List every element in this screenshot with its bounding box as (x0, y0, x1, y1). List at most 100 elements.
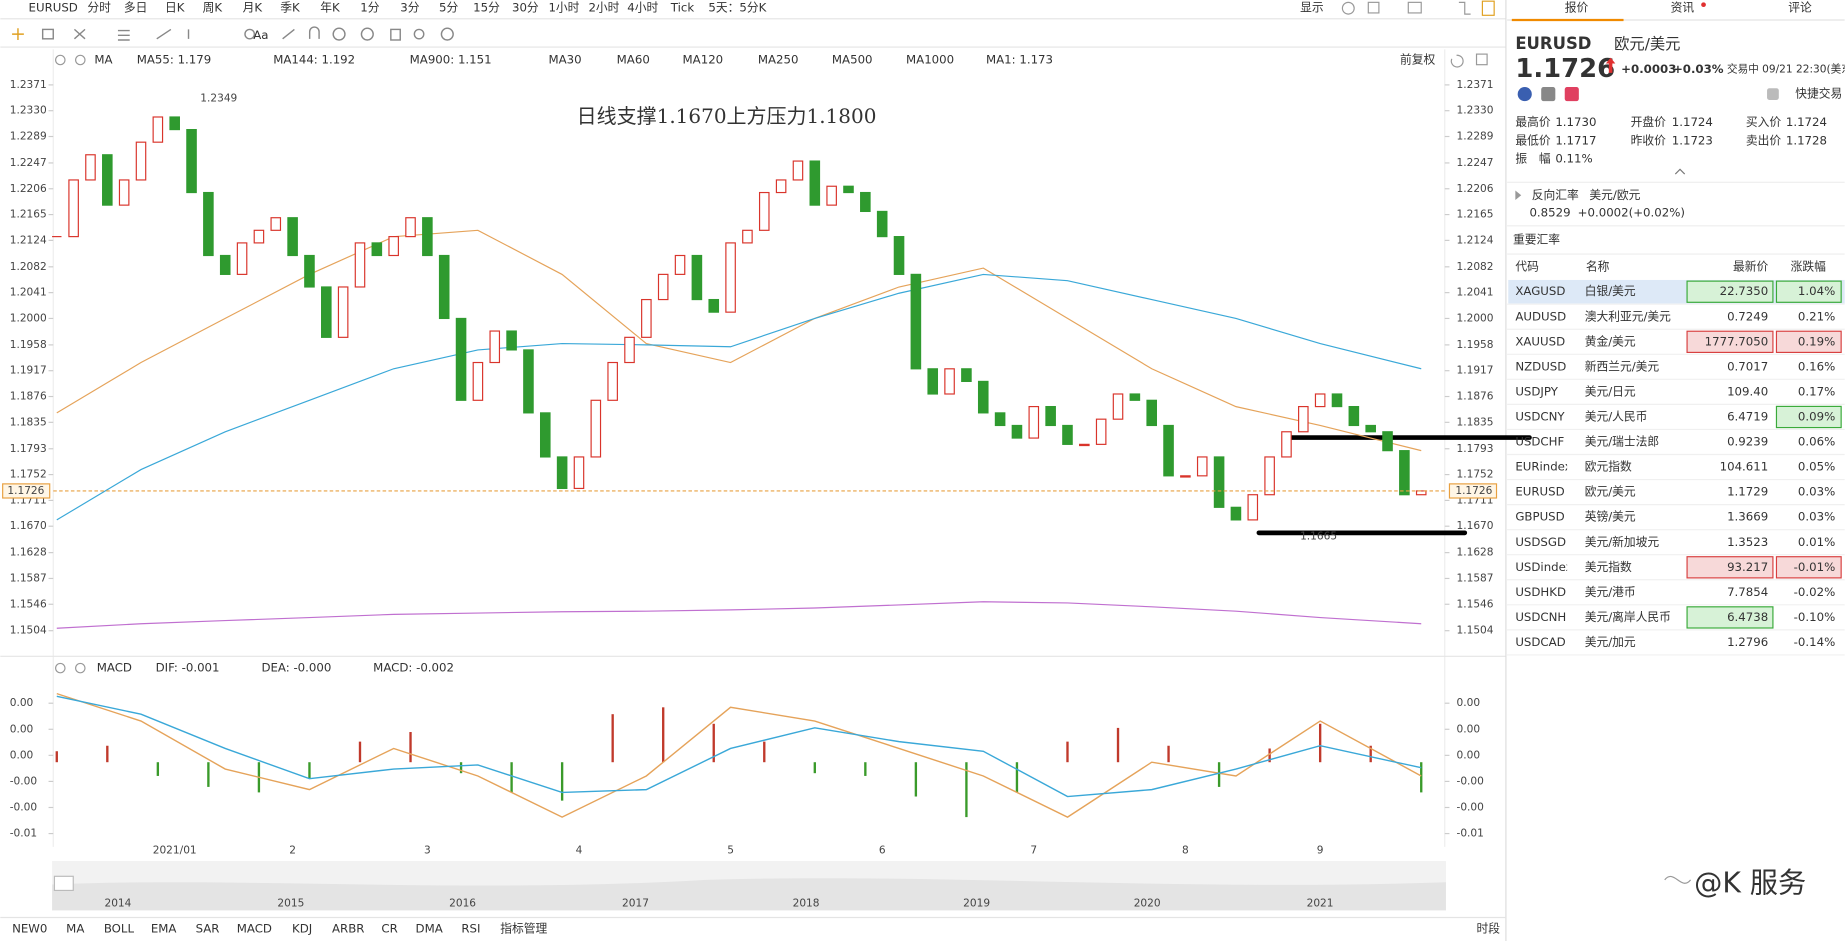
action-icons[interactable] (1517, 87, 1779, 102)
y-tick-label: 1.2289 (1457, 131, 1494, 143)
row-name[interactable]: 新西兰元/美元 (1585, 359, 1660, 373)
ma-legend-inactive[interactable]: MA120 (683, 52, 724, 66)
row-name[interactable]: 澳大利亚元/美元 (1585, 309, 1671, 323)
pane-icons[interactable] (55, 53, 1488, 674)
indicator-tab[interactable]: RSI (461, 922, 480, 936)
timeframe-tab[interactable]: 3分 (400, 1, 419, 15)
macd-legend[interactable]: DEA: -0.000 (261, 661, 331, 675)
indicator-tab[interactable]: MACD (237, 922, 272, 936)
candle (304, 254, 315, 288)
toolbar-icons[interactable] (1341, 0, 1495, 16)
row-name[interactable]: 白银/美元 (1585, 284, 1636, 298)
stat-label: 昨收价 (1631, 134, 1667, 148)
panel-tab[interactable]: 评论 (1788, 1, 1812, 15)
row-name[interactable]: 美元/港币 (1585, 585, 1636, 599)
row-code[interactable]: USDCNH (1515, 610, 1566, 624)
indicator-tab[interactable]: DMA (416, 922, 443, 936)
row-name[interactable]: 欧元/美元 (1585, 485, 1636, 499)
row-name[interactable]: 英镑/美元 (1585, 510, 1636, 524)
row-change: -0.02% (1794, 585, 1836, 599)
ma-legend-inactive[interactable]: MA1: 1.173 (986, 52, 1053, 66)
candle (1331, 393, 1343, 408)
ma-legend[interactable]: MA144: 1.192 (273, 52, 355, 66)
timeframe-tab[interactable]: 季K (280, 1, 300, 15)
indicator-tab[interactable]: CR (381, 922, 397, 936)
indicator-tab[interactable]: 指标管理 (500, 922, 547, 936)
indicator-tab[interactable]: EMA (151, 922, 177, 936)
session-button[interactable]: 时段 (1477, 922, 1501, 936)
ma-legend[interactable]: MA55: 1.179 (137, 52, 211, 66)
indicator-tab[interactable]: SAR (196, 922, 220, 936)
row-code[interactable]: EURindex (1515, 460, 1571, 474)
ma-legend-inactive[interactable]: MA60 (617, 52, 650, 66)
row-name[interactable]: 美元/加元 (1585, 635, 1636, 649)
display-menu[interactable]: 显示 (1300, 1, 1324, 15)
collapse-caret[interactable] (1674, 168, 1686, 175)
row-code[interactable]: USDCAD (1515, 635, 1565, 649)
row-price: 0.7249 (1727, 309, 1768, 323)
y-tick-label: 0.00 (1457, 749, 1481, 761)
indicator-tab[interactable]: ARBR (332, 922, 364, 936)
row-code[interactable]: USDCHF (1515, 435, 1564, 449)
timeframe-tab[interactable]: 5分 (439, 1, 458, 15)
timeframe-tab[interactable]: 年K (320, 1, 340, 15)
timeframe-tab[interactable]: 多日 (124, 1, 148, 15)
row-name[interactable]: 美元/新加坡元 (1585, 535, 1660, 549)
row-code[interactable]: USDSGD (1515, 535, 1566, 549)
ma-legend-inactive[interactable]: MA1000 (906, 52, 954, 66)
navigator-year: 2015 (277, 897, 304, 909)
row-code[interactable]: USDindex (1515, 560, 1572, 574)
row-code[interactable]: USDCNY (1515, 409, 1565, 423)
chart-annotation[interactable]: 日线支撑1.1670上方压力1.1800 (577, 104, 877, 128)
timeframe-tab[interactable]: 2小时 (588, 1, 619, 15)
row-code[interactable]: XAGUSD (1515, 284, 1565, 298)
macd-legend[interactable]: DIF: -0.001 (156, 661, 220, 675)
row-code[interactable]: GBPUSD (1515, 510, 1564, 524)
text-tool[interactable]: Aa (253, 28, 268, 42)
panel-tab[interactable]: 资讯 (1671, 1, 1695, 15)
ma-legend[interactable]: MA900: 1.151 (410, 52, 492, 66)
timeframe-tab[interactable]: 月K (243, 1, 263, 15)
timeframe-tab[interactable]: 30分 (512, 1, 539, 15)
navigator-handle[interactable] (53, 875, 74, 892)
row-name[interactable]: 美元指数 (1585, 560, 1632, 574)
row-change: -0.01% (1794, 560, 1836, 574)
row-name[interactable]: 黄金/美元 (1585, 334, 1636, 348)
row-code[interactable]: NZDUSD (1515, 359, 1566, 373)
ma-legend-inactive[interactable]: MA250 (758, 52, 799, 66)
timeframe-tab[interactable]: 周K (203, 1, 223, 15)
timeframe-tab[interactable]: 5天：5分K (708, 1, 766, 15)
expand-icon[interactable] (1515, 190, 1522, 200)
timeframe-tab[interactable]: EURUSD (29, 1, 78, 15)
row-name[interactable]: 欧元指数 (1585, 460, 1632, 474)
ma-legend-inactive[interactable]: MA500 (832, 52, 873, 66)
indicator-tab[interactable]: MA (66, 922, 84, 936)
row-name[interactable]: 美元/人民币 (1585, 409, 1648, 423)
reverse-pair[interactable]: 美元/欧元 (1589, 188, 1640, 202)
timeframe-tab[interactable]: 15分 (473, 1, 500, 15)
row-name[interactable]: 美元/瑞士法郎 (1585, 435, 1659, 449)
row-code[interactable]: AUDUSD (1515, 309, 1566, 323)
row-code[interactable]: XAUUSD (1515, 334, 1565, 348)
indicator-tab[interactable]: BOLL (104, 922, 135, 936)
panel-tab[interactable]: 报价 (1565, 1, 1589, 15)
quick-trade[interactable]: 快捷交易 (1795, 87, 1842, 101)
timeframe-tab[interactable]: 1分 (360, 1, 379, 15)
row-code[interactable]: EURUSD (1515, 485, 1564, 499)
drawing-tools[interactable] (12, 26, 454, 41)
row-code[interactable]: USDJPY (1515, 384, 1558, 398)
timeframe-tab[interactable]: 1小时 (548, 1, 579, 15)
timeframe-tab[interactable]: 分时 (87, 1, 111, 15)
timeframe-tab[interactable]: 4小时 (627, 1, 658, 15)
stat-value: 1.1728 (1786, 134, 1827, 148)
macd-legend[interactable]: MACD: -0.002 (373, 661, 454, 675)
indicator-tab[interactable]: NEW0 (12, 922, 47, 936)
ma-legend-inactive[interactable]: MA30 (548, 52, 581, 66)
row-name[interactable]: 美元/日元 (1585, 384, 1636, 398)
timeframe-tab[interactable]: 日K (165, 1, 185, 15)
price-adjust[interactable]: 前复权 (1400, 52, 1436, 66)
indicator-tab[interactable]: KDJ (292, 922, 312, 936)
timeframe-tab[interactable]: Tick (670, 1, 695, 15)
row-code[interactable]: USDHKD (1515, 585, 1566, 599)
row-name[interactable]: 美元/离岸人民币 (1585, 610, 1671, 624)
